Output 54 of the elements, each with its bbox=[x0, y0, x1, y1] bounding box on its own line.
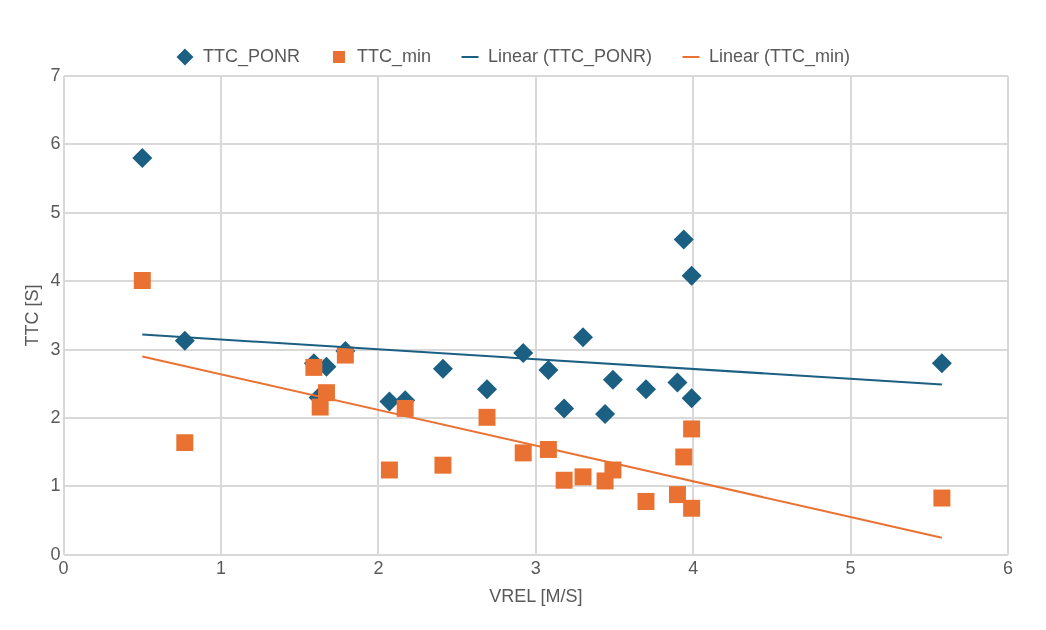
point bbox=[933, 489, 951, 507]
point bbox=[305, 358, 323, 376]
point bbox=[602, 369, 623, 390]
x-tick-label: 6 bbox=[1002, 557, 1014, 578]
point bbox=[311, 398, 329, 416]
point bbox=[931, 353, 952, 374]
point bbox=[379, 391, 400, 412]
point bbox=[513, 343, 534, 364]
y-tick-label: 5 bbox=[50, 201, 61, 222]
point bbox=[637, 492, 655, 510]
point bbox=[133, 272, 151, 289]
legend-label: Linear (TTC_PONR) bbox=[487, 45, 653, 67]
y-tick-label: 6 bbox=[50, 133, 61, 154]
point bbox=[538, 360, 559, 381]
y-tick-label: 3 bbox=[50, 338, 61, 359]
point bbox=[434, 456, 452, 474]
point bbox=[673, 229, 694, 250]
point bbox=[380, 461, 398, 479]
point bbox=[675, 448, 693, 466]
point bbox=[478, 408, 496, 426]
point bbox=[635, 379, 656, 400]
legend-label: TTC_PONR bbox=[202, 45, 300, 67]
point bbox=[683, 499, 701, 517]
point bbox=[554, 398, 575, 419]
x-axis-title: VREL [M/S] bbox=[489, 586, 583, 607]
legend-label: Linear (TTC_min) bbox=[709, 45, 851, 67]
y-tick-label: 1 bbox=[50, 475, 61, 496]
x-tick-label: 4 bbox=[688, 557, 699, 578]
point bbox=[683, 420, 701, 438]
point bbox=[176, 434, 194, 452]
point bbox=[574, 468, 592, 486]
x-tick-label: 3 bbox=[530, 557, 541, 578]
point bbox=[667, 372, 688, 393]
point bbox=[477, 379, 498, 400]
point bbox=[573, 327, 594, 348]
point bbox=[514, 444, 532, 462]
y-tick-label: 0 bbox=[50, 543, 61, 564]
point bbox=[336, 346, 354, 364]
point bbox=[681, 388, 702, 409]
point bbox=[132, 148, 153, 169]
point bbox=[668, 486, 686, 504]
point bbox=[595, 403, 616, 424]
y-tick-label: 4 bbox=[50, 270, 61, 291]
legend-label: TTC_min bbox=[356, 45, 431, 67]
point bbox=[681, 265, 702, 286]
point bbox=[432, 358, 453, 379]
y-tick-label: 7 bbox=[50, 64, 61, 85]
y-axis-title: TTC [S] bbox=[21, 284, 42, 347]
y-tick-label: 2 bbox=[50, 406, 61, 427]
x-tick-label: 5 bbox=[845, 557, 856, 578]
point bbox=[396, 399, 414, 417]
point bbox=[555, 471, 573, 489]
x-tick-label: 1 bbox=[216, 557, 227, 578]
x-tick-label: 2 bbox=[373, 557, 384, 578]
